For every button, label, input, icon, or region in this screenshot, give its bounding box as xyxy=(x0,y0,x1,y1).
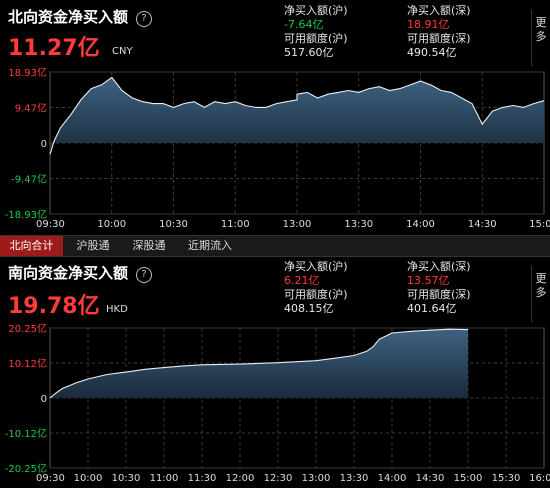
stat-value: 401.64亿 xyxy=(407,302,457,315)
tab-shenzhen-connect[interactable]: 深股通 xyxy=(132,239,166,252)
x-tick-label: 15:00 xyxy=(454,473,483,484)
stat-label: 净买入额(沪) xyxy=(284,260,348,273)
x-tick-label: 15:00 xyxy=(529,219,550,230)
south-title: 南向资金净买入额 xyxy=(8,264,129,282)
tab-shanghai-connect[interactable]: 沪股通 xyxy=(76,239,110,252)
x-tick-label: 12:30 xyxy=(264,473,293,484)
stat-value: 517.60亿 xyxy=(284,46,334,59)
south-currency: HKD xyxy=(106,304,128,315)
y-tick-label: 0 xyxy=(41,139,47,150)
series-area xyxy=(50,77,544,155)
south-stat-sz-net: 净买入额(深) 13.57亿 xyxy=(407,260,471,288)
x-tick-label: 14:30 xyxy=(416,473,445,484)
x-tick-label: 13:00 xyxy=(283,219,312,230)
x-tick-label: 09:30 xyxy=(36,473,65,484)
stat-value: -7.64亿 xyxy=(284,18,324,31)
x-tick-label: 10:30 xyxy=(112,473,141,484)
stat-label: 净买入额(深) xyxy=(407,4,471,17)
north-title: 北向资金净买入额 xyxy=(8,8,129,26)
north-stat-sh-net: 净买入额(沪) -7.64亿 xyxy=(284,4,348,32)
north-title-row: 北向资金净买入额? xyxy=(8,6,153,27)
north-panel: 北向资金净买入额? 11.27亿 CNY 净买入额(沪) -7.64亿 净买入额… xyxy=(0,0,550,235)
north-stat-sz-net: 净买入额(深) 18.91亿 xyxy=(407,4,471,32)
stat-value: 13.57亿 xyxy=(407,274,450,287)
y-tick-label: -9.47亿 xyxy=(11,173,47,186)
y-tick-label: -20.25亿 xyxy=(5,462,47,475)
north-net-value: 11.27亿 xyxy=(8,36,100,61)
stat-value: 408.15亿 xyxy=(284,302,334,315)
x-tick-label: 13:30 xyxy=(344,219,373,230)
tab-recent-inflow[interactable]: 近期流入 xyxy=(188,239,232,252)
north-currency: CNY xyxy=(112,46,133,57)
help-icon[interactable]: ? xyxy=(136,11,153,27)
stat-label: 净买入额(深) xyxy=(407,260,471,273)
y-tick-label: 18.93亿 xyxy=(8,66,47,79)
stat-label: 可用额度(深) xyxy=(407,32,471,45)
x-tick-label: 14:30 xyxy=(468,219,497,230)
x-tick-label: 11:30 xyxy=(188,473,217,484)
south-more-button[interactable]: 更多 xyxy=(531,266,550,322)
south-net-value: 19.78亿 xyxy=(8,294,100,319)
x-tick-label: 11:00 xyxy=(221,219,250,230)
x-tick-label: 16:00 xyxy=(529,473,550,484)
series-line xyxy=(49,76,545,155)
x-tick-label: 10:00 xyxy=(97,219,126,230)
x-tick-label: 13:30 xyxy=(340,473,369,484)
y-tick-label: -18.93亿 xyxy=(5,208,47,221)
x-tick-label: 13:00 xyxy=(302,473,331,484)
south-title-row: 南向资金净买入额? xyxy=(8,262,153,283)
tab-bar: 北向合计 沪股通 深股通 近期流入 xyxy=(0,235,550,257)
x-tick-label: 10:30 xyxy=(159,219,188,230)
south-panel: 南向资金净买入额? 19.78亿 HKD 净买入额(沪) 6.21亿 净买入额(… xyxy=(0,256,550,488)
y-tick-label: -10.12亿 xyxy=(5,427,47,440)
y-tick-label: 9.47亿 xyxy=(15,102,47,115)
south-stat-sh-net: 净买入额(沪) 6.21亿 xyxy=(284,260,348,288)
x-tick-label: 14:00 xyxy=(378,473,407,484)
south-stat-sz-quota: 可用额度(深) 401.64亿 xyxy=(407,288,471,316)
x-tick-label: 10:00 xyxy=(74,473,103,484)
series-line xyxy=(49,328,469,399)
x-tick-label: 11:00 xyxy=(150,473,179,484)
x-tick-label: 09:30 xyxy=(36,219,65,230)
x-tick-label: 14:00 xyxy=(406,219,435,230)
y-tick-label: 10.12亿 xyxy=(8,357,47,370)
north-more-button[interactable]: 更多 xyxy=(531,10,550,66)
tab-north-total[interactable]: 北向合计 xyxy=(0,236,63,256)
stat-value: 6.21亿 xyxy=(284,274,320,287)
south-stat-sh-quota: 可用额度(沪) 408.15亿 xyxy=(284,288,348,316)
x-tick-label: 12:00 xyxy=(226,473,255,484)
y-tick-label: 20.25亿 xyxy=(8,322,47,335)
stat-value: 490.54亿 xyxy=(407,46,457,59)
stat-label: 净买入额(沪) xyxy=(284,4,348,17)
north-stat-sz-quota: 可用额度(深) 490.54亿 xyxy=(407,32,471,60)
stat-label: 可用额度(沪) xyxy=(284,288,348,301)
north-stat-sh-quota: 可用额度(沪) 517.60亿 xyxy=(284,32,348,60)
y-tick-label: 0 xyxy=(41,394,47,405)
x-tick-label: 15:30 xyxy=(492,473,521,484)
stat-label: 可用额度(沪) xyxy=(284,32,348,45)
stat-label: 可用额度(深) xyxy=(407,288,471,301)
help-icon[interactable]: ? xyxy=(136,267,153,283)
stat-value: 18.91亿 xyxy=(407,18,450,31)
